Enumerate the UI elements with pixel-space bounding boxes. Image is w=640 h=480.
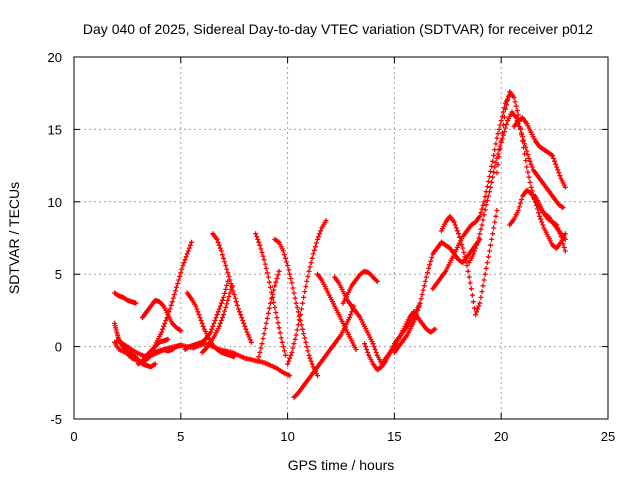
plus-markers xyxy=(430,92,513,292)
x-tick-label: 15 xyxy=(387,429,401,444)
y-tick-label: 10 xyxy=(48,195,62,210)
plus-markers xyxy=(255,268,282,364)
series-track-19 xyxy=(340,268,380,306)
plus-markers xyxy=(139,297,184,334)
series-track-09 xyxy=(182,278,231,352)
data-series xyxy=(112,89,568,400)
x-tick-label: 20 xyxy=(494,429,508,444)
series-track-21 xyxy=(381,309,438,364)
y-axis-label: SDTVAR / TECUs xyxy=(6,182,22,294)
plot-frame xyxy=(73,56,609,420)
series-track-02 xyxy=(112,320,158,370)
series-track-05 xyxy=(139,297,184,334)
plus-markers xyxy=(438,208,500,318)
x-tick-label: 0 xyxy=(70,429,77,444)
series-track-27 xyxy=(511,115,568,190)
plus-markers xyxy=(285,218,329,367)
plus-markers xyxy=(291,303,357,400)
series-track-10 xyxy=(210,231,254,345)
series-track-14 xyxy=(255,268,282,364)
series-track-15 xyxy=(285,218,329,367)
plus-markers xyxy=(182,278,231,352)
series-track-03 xyxy=(112,290,139,306)
chart-title: Day 040 of 2025, Sidereal Day-to-day VTE… xyxy=(83,21,593,37)
series-track-23 xyxy=(430,92,513,292)
plus-markers xyxy=(112,290,139,306)
y-tick-label: 0 xyxy=(55,340,62,355)
y-tick-label: 15 xyxy=(48,122,62,137)
plus-markers xyxy=(381,309,438,364)
series-track-29 xyxy=(532,193,568,254)
plus-markers xyxy=(340,268,380,306)
series-track-18 xyxy=(332,274,385,367)
x-tick-label: 25 xyxy=(601,429,615,444)
series-track-07 xyxy=(135,336,171,367)
x-axis-label: GPS time / hours xyxy=(288,457,395,473)
series-track-11 xyxy=(199,283,235,355)
plus-markers xyxy=(272,236,320,379)
plus-markers xyxy=(199,283,235,355)
x-tick-label: 5 xyxy=(177,429,184,444)
plus-markers xyxy=(112,320,158,370)
plus-markers xyxy=(511,115,568,190)
y-tick-label: 20 xyxy=(48,50,62,65)
plus-markers xyxy=(532,193,568,254)
x-tick-label: 10 xyxy=(280,429,294,444)
axis-ticks: 0 5 10 15 20 25 -5 0 5 10 15 20 xyxy=(48,50,616,444)
plus-markers xyxy=(253,231,288,358)
y-tick-label: 5 xyxy=(55,267,62,282)
series-track-06 xyxy=(142,239,194,361)
plus-markers xyxy=(332,274,385,367)
series-track-12 xyxy=(253,231,288,358)
plus-markers xyxy=(142,239,194,361)
series-track-24 xyxy=(438,208,500,318)
series-track-17 xyxy=(315,271,359,352)
series-track-22 xyxy=(391,236,483,355)
plus-markers xyxy=(135,336,171,367)
y-tick-label: -5 xyxy=(50,412,62,427)
plus-markers xyxy=(315,271,359,352)
series-track-13 xyxy=(272,236,320,379)
plus-markers xyxy=(391,236,483,355)
series-track-16 xyxy=(291,303,357,400)
plus-markers xyxy=(210,231,254,345)
